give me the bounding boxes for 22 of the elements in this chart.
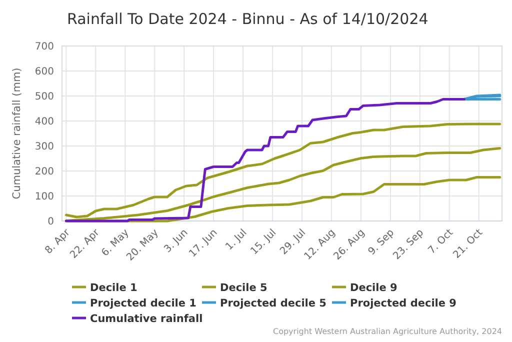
text: Copyright Western Australian Agriculture Authority, 2024 [273,327,502,336]
y-axis-title: Cumulative rainfall (mm) [11,68,23,200]
legend-label: Decile 5 [220,282,268,294]
y-tick-label: 500 [34,92,54,102]
legend-label: Decile 1 [90,282,138,294]
y-tick-label: 100 [34,192,54,202]
y-tick-label: 300 [34,142,54,152]
legend-label: Projected decile 1 [90,298,196,310]
y-tick-label: 700 [34,42,54,52]
x-tick-label: 21. Oct [451,227,486,261]
x-tick-label: 22. Apr [68,226,102,261]
x-tick-label: 15. Jul [248,227,279,258]
y-tick-label: 600 [34,66,54,78]
chart-title: Rainfall To Date 2024 - Binnu - As of 14/10/2024 [67,10,428,28]
legend-label: Cumulative rainfall [90,313,203,325]
legend-label: Decile 9 [350,282,398,294]
y-tick-label: 0 [48,216,54,228]
y-tick-label: 200 [34,166,54,178]
legend-label: Projected decile 9 [350,298,456,310]
y-tick-label: 400 [34,116,54,128]
legend-label: Projected decile 5 [220,298,326,310]
x-tick-label: 1. Jul [224,227,250,253]
